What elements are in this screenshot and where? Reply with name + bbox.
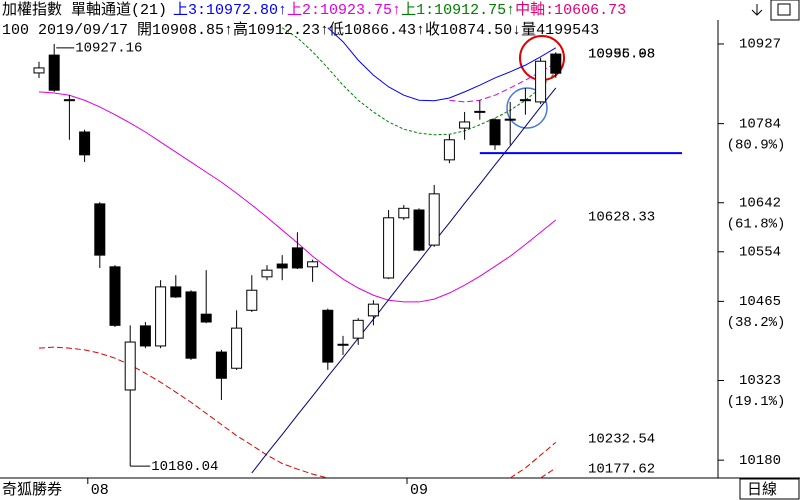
- indicator-line: [38, 346, 328, 479]
- candle-body: [246, 289, 258, 311]
- candle-body: [63, 99, 75, 102]
- candle-body: [474, 110, 486, 113]
- candle-body: [109, 266, 121, 326]
- y-tick-label: 10642: [739, 195, 781, 211]
- y-tick-label: 10465: [739, 294, 781, 310]
- candle-body: [94, 203, 106, 256]
- candle-body: [428, 193, 440, 246]
- window-button-icon: [777, 3, 791, 16]
- y-tick-label: 10180: [739, 453, 781, 469]
- high-annotation: 10927.16: [75, 41, 142, 57]
- candle-body: [215, 351, 227, 379]
- line-end-label: 10628.33: [588, 210, 655, 226]
- candle-body: [322, 309, 334, 363]
- brand: 奇狐勝券: [2, 481, 62, 499]
- candle-body: [535, 60, 547, 103]
- scroll-icon[interactable]: [751, 4, 763, 16]
- window-button[interactable]: [770, 0, 800, 21]
- candle-body: [459, 121, 471, 129]
- period-button[interactable]: [739, 478, 800, 500]
- fib-level-label: (80.9%): [727, 137, 786, 153]
- band-value: 上2:10923.75↑: [287, 1, 401, 19]
- candle-body: [413, 209, 425, 251]
- fib-level-label: (19.1%): [727, 394, 786, 410]
- candle-body: [231, 327, 243, 369]
- y-tick-label: 10784: [739, 116, 781, 132]
- y-tick-label: 10554: [739, 244, 781, 260]
- low-annotation: 10180.04: [151, 459, 218, 475]
- candle-body: [519, 99, 531, 102]
- indicator-line: [540, 467, 557, 479]
- line-end-label: 10177.62: [588, 462, 655, 478]
- line-end-label: 10995.08: [588, 47, 655, 63]
- band-value: 上3:10972.80↑: [173, 1, 287, 19]
- candle-body: [124, 341, 136, 391]
- band-value: 上1:10912.75↑: [401, 1, 515, 19]
- band-value: 中軸:10606.73: [515, 1, 626, 19]
- candle-body: [504, 118, 516, 121]
- fib-level-label: (61.8%): [727, 216, 786, 232]
- header-line-1: 加權指數 單軸通道(21) 上3:10972.80↑上2:10923.75↑上1:…: [2, 1, 626, 19]
- candle-body: [155, 286, 167, 347]
- candle-body: [139, 325, 151, 347]
- candle-body: [170, 286, 182, 298]
- line-end-label: 10232.54: [588, 432, 655, 448]
- fib-level-label: (38.2%): [727, 315, 786, 331]
- candle-body: [79, 131, 91, 156]
- candle-body: [443, 139, 455, 161]
- candle-body: [367, 303, 379, 317]
- y-tick-label: 10323: [739, 373, 781, 389]
- header-title: 加權指數 單軸通道(21): [2, 1, 167, 19]
- candle-body: [261, 269, 273, 278]
- candle-body: [48, 54, 60, 91]
- line-end-label: 10956.98: [588, 47, 655, 63]
- candle-body: [307, 261, 319, 268]
- candle-body: [337, 343, 349, 346]
- candle-body: [352, 319, 364, 339]
- candle-body: [291, 247, 303, 269]
- candle-body: [489, 119, 501, 146]
- y-tick-label: 10927: [739, 37, 781, 53]
- x-tick-label: 09: [410, 482, 428, 499]
- candle-body: [33, 67, 45, 74]
- highlight-circle: [506, 87, 548, 129]
- candle-body: [398, 207, 410, 219]
- candle-body: [550, 53, 562, 74]
- header-info: 100 2019/09/17 開10908.85↑高10912.23↑低1086…: [2, 21, 599, 39]
- x-tick-label: 08: [91, 482, 109, 499]
- candle-body: [200, 313, 212, 323]
- period-label: 日線: [747, 481, 777, 499]
- indicator-line: [327, 27, 557, 102]
- candle-body: [383, 217, 395, 279]
- candle-body: [185, 291, 197, 359]
- candle-body: [276, 263, 288, 269]
- indicator-line: [509, 441, 557, 479]
